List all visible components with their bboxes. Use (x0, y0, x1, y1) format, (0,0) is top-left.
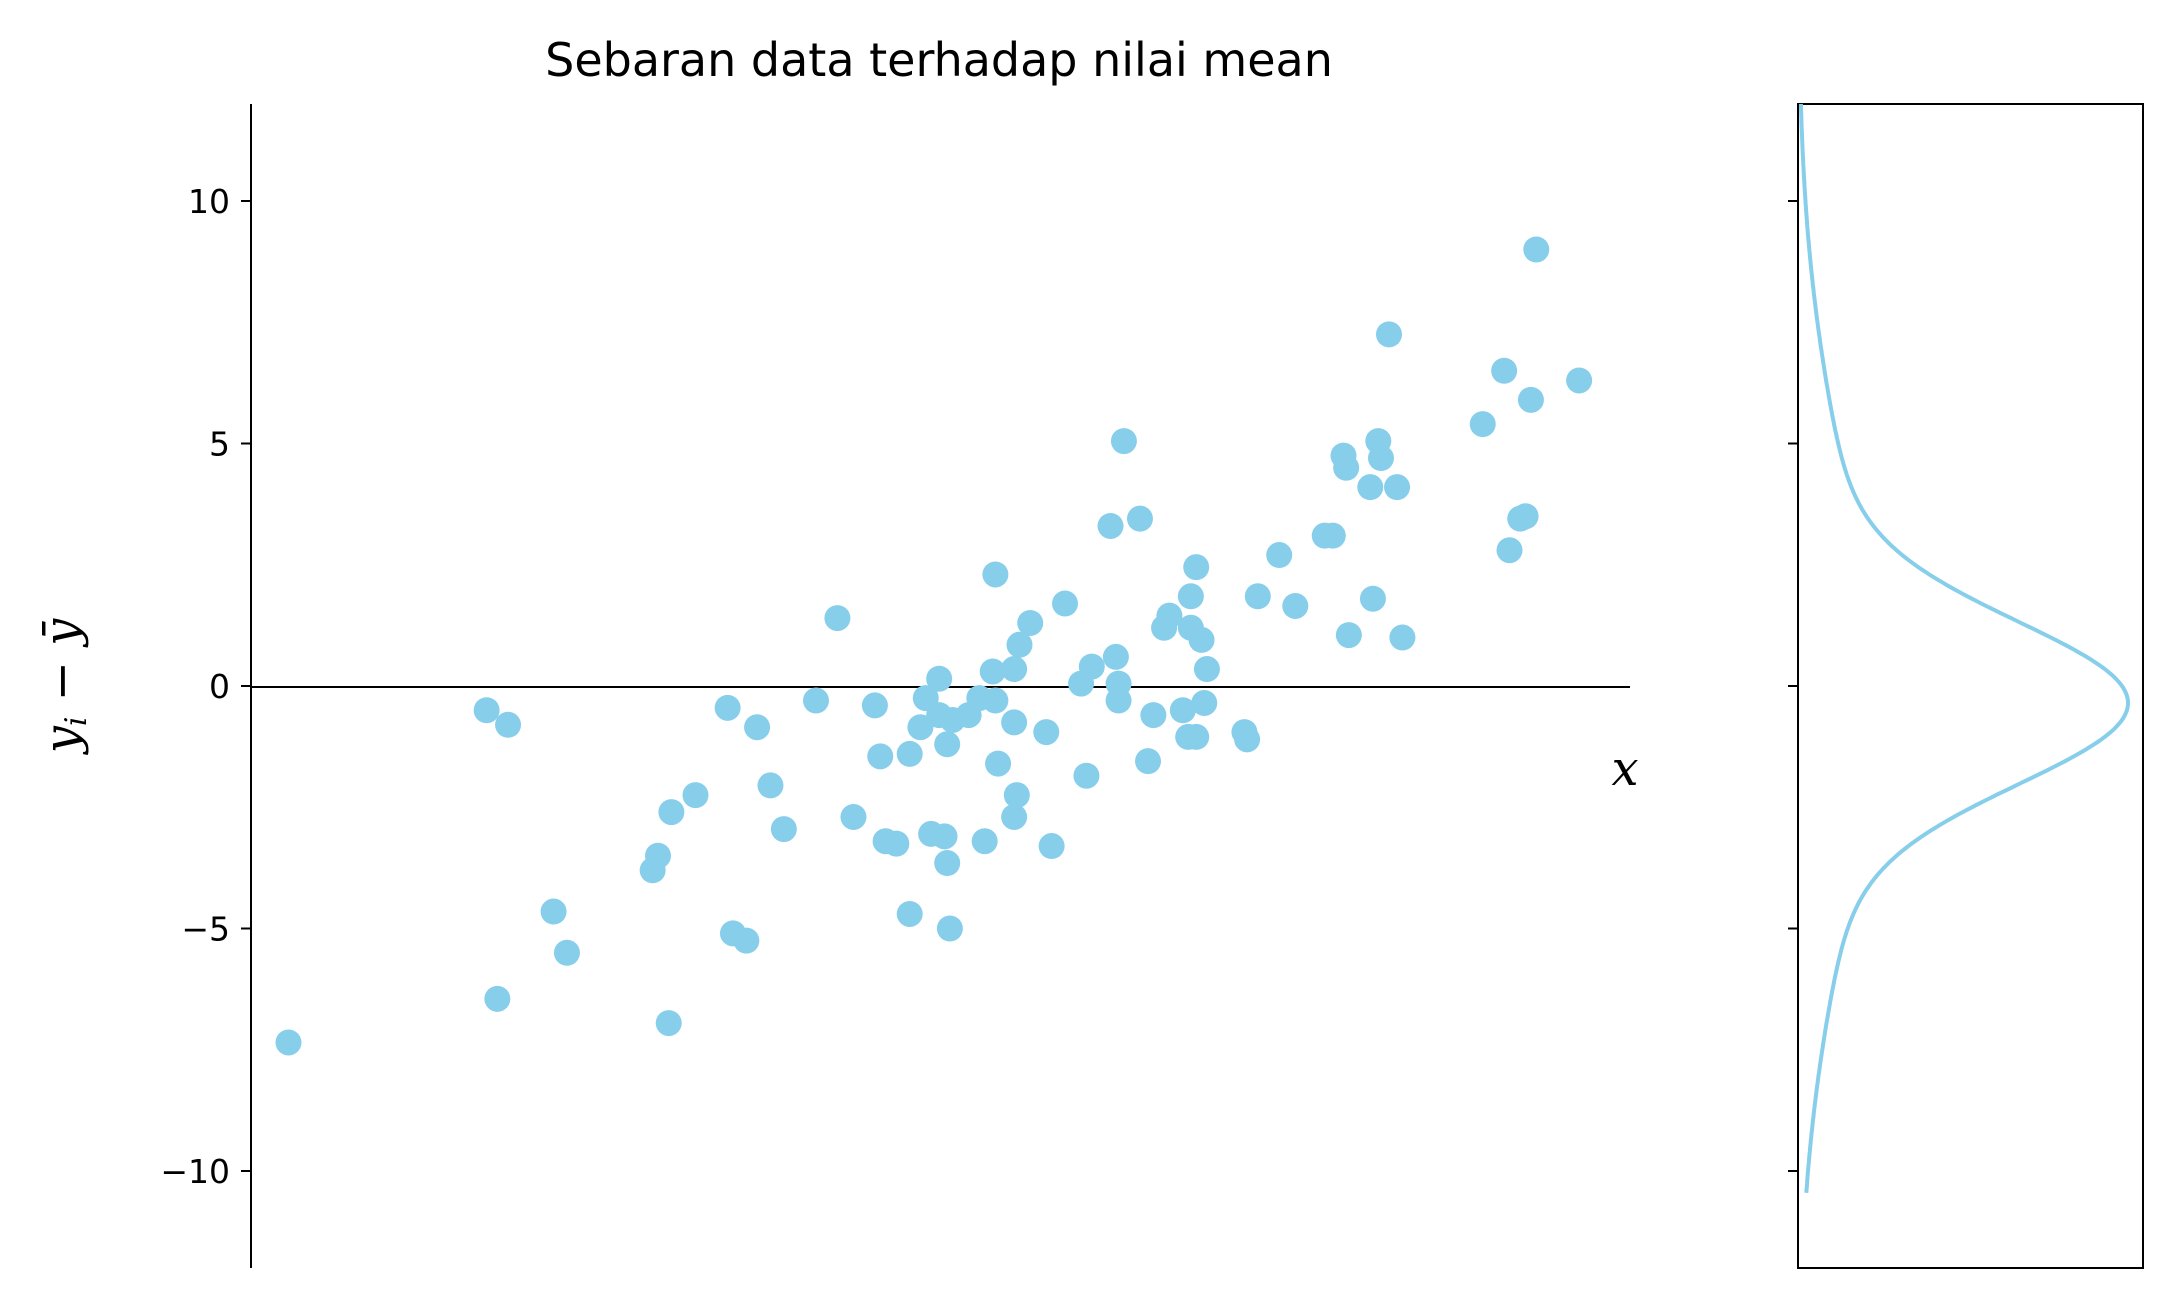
density-y-ticks (1788, 200, 1798, 1172)
y-ticks: 10 5 0 −5 −10 (160, 182, 251, 1191)
scatter-point (1244, 583, 1271, 610)
scatter-point (553, 939, 580, 966)
scatter-point (1469, 411, 1496, 438)
density-frame (1797, 103, 2144, 1269)
scatter-point (931, 823, 958, 850)
scatter-point (1282, 592, 1309, 619)
scatter-point (655, 1010, 682, 1037)
scatter-point (867, 743, 894, 770)
scatter-point (1183, 723, 1210, 750)
scatter-point (1038, 833, 1065, 860)
scatter-point (275, 1029, 302, 1056)
scatter-point (1188, 626, 1215, 653)
scatter-point (1491, 357, 1518, 384)
scatter-point (540, 898, 567, 925)
scatter-point (1102, 643, 1129, 670)
scatter-point (1357, 474, 1384, 501)
scatter-point (1140, 702, 1167, 729)
scatter-point (1319, 522, 1346, 549)
y-tick-label: −5 (181, 910, 230, 949)
scatter-point (1234, 726, 1261, 753)
scatter-axes: 10 5 0 −5 −10 x yi − ȳ (34, 104, 1639, 1268)
chart-title: Sebaran data terhadap nilai mean (545, 33, 1333, 87)
y-axis-label: yi − ȳ (34, 618, 94, 755)
scatter-point (896, 740, 923, 767)
scatter-point (1191, 689, 1218, 716)
scatter-point (733, 927, 760, 954)
scatter-point (1001, 709, 1028, 736)
scatter-point (883, 830, 910, 857)
scatter-point (1384, 474, 1411, 501)
scatter-point (896, 900, 923, 927)
scatter-point (1135, 748, 1162, 775)
scatter-point (1523, 236, 1550, 263)
scatter-points (275, 236, 1593, 1056)
y-tick-label: 0 (209, 667, 230, 706)
scatter-point (1359, 585, 1386, 612)
density-axes (1788, 103, 2144, 1269)
scatter-point (1566, 367, 1593, 394)
scatter-point (1110, 428, 1137, 455)
scatter-point (1001, 656, 1028, 683)
scatter-point (861, 692, 888, 719)
y-tick-label: 10 (188, 182, 230, 221)
scatter-point (714, 694, 741, 721)
scatter-point (1517, 386, 1544, 413)
scatter-point (926, 665, 953, 692)
scatter-point (1078, 653, 1105, 680)
scatter-point (744, 714, 771, 741)
y-tick-label: 5 (209, 425, 230, 464)
scatter-point (1126, 505, 1153, 532)
scatter-point (1001, 803, 1028, 830)
x-axis-label: x (1611, 741, 1638, 797)
scatter-point (934, 850, 961, 877)
scatter-point (1335, 622, 1362, 649)
scatter-point (1183, 554, 1210, 581)
scatter-point (982, 687, 1009, 714)
scatter-point (982, 561, 1009, 588)
scatter-point (802, 687, 829, 714)
scatter-point (484, 985, 511, 1012)
scatter-point (757, 772, 784, 799)
scatter-point (824, 605, 851, 632)
scatter-point (1193, 656, 1220, 683)
scatter-point (1017, 609, 1044, 636)
scatter-point (971, 828, 998, 855)
scatter-point (645, 842, 672, 869)
density-curve (1798, 103, 2131, 1193)
scatter-point (1512, 503, 1539, 530)
y-tick-label: −10 (160, 1152, 230, 1191)
scatter-point (1105, 687, 1132, 714)
scatter-point (682, 782, 709, 809)
scatter-point (1006, 631, 1033, 658)
scatter-point (1333, 454, 1360, 481)
scatter-point (1156, 602, 1183, 629)
scatter-point (770, 816, 797, 843)
scatter-point (1389, 624, 1416, 651)
scatter-point (1052, 590, 1079, 617)
scatter-point (473, 697, 500, 724)
scatter-point (1073, 762, 1100, 789)
scatter-point (907, 714, 934, 741)
scatter-point (658, 799, 685, 826)
scatter-point (1169, 697, 1196, 724)
scatter-point (840, 803, 867, 830)
scatter-point (934, 731, 961, 758)
scatter-point (1097, 512, 1124, 539)
scatter-point (979, 658, 1006, 685)
scatter-point (985, 750, 1012, 777)
scatter-point (1003, 782, 1030, 809)
scatter-point (1033, 719, 1060, 746)
scatter-point (1266, 542, 1293, 569)
scatter-point (936, 915, 963, 942)
scatter-point (1376, 321, 1403, 348)
scatter-point (1496, 537, 1523, 564)
scatter-point (1367, 445, 1394, 472)
scatter-point (495, 711, 522, 738)
scatter-point (1177, 583, 1204, 610)
